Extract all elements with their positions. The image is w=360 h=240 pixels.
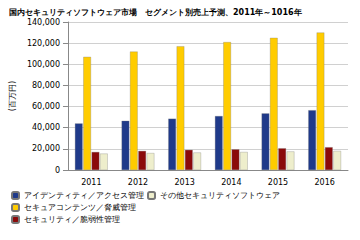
svg-text:80,000: 80,000	[32, 81, 60, 90]
svg-text:2012: 2012	[128, 178, 148, 187]
svg-text:国内セキュリティソフトウェア市場 セグメント別売上予測、20: 国内セキュリティソフトウェア市場 セグメント別売上予測、2011年～1016年	[9, 7, 302, 17]
svg-text:120,000: 120,000	[27, 39, 60, 48]
svg-text:2015: 2015	[268, 178, 288, 187]
svg-text:2014: 2014	[221, 178, 241, 187]
svg-text:20,000: 20,000	[32, 144, 60, 153]
svg-text:2011: 2011	[81, 178, 101, 187]
svg-text:40,000: 40,000	[32, 123, 60, 132]
svg-text:2013: 2013	[174, 178, 194, 187]
svg-text:アイデンティティ／アクセス管理: アイデンティティ／アクセス管理	[24, 191, 144, 200]
svg-text:その他セキュリティソフトウェア: その他セキュリティソフトウェア	[160, 191, 280, 200]
svg-text:0: 0	[55, 166, 60, 175]
svg-text:(百万円): (百万円)	[8, 81, 17, 111]
svg-text:セキュアコンテンツ／脅威管理: セキュアコンテンツ／脅威管理	[24, 203, 136, 212]
svg-text:セキュリティ／脆弱性管理: セキュリティ／脆弱性管理	[24, 215, 120, 224]
svg-text:2016: 2016	[314, 178, 334, 187]
svg-text:60,000: 60,000	[32, 102, 60, 111]
svg-text:140,000: 140,000	[27, 18, 60, 27]
svg-text:100,000: 100,000	[27, 60, 60, 69]
